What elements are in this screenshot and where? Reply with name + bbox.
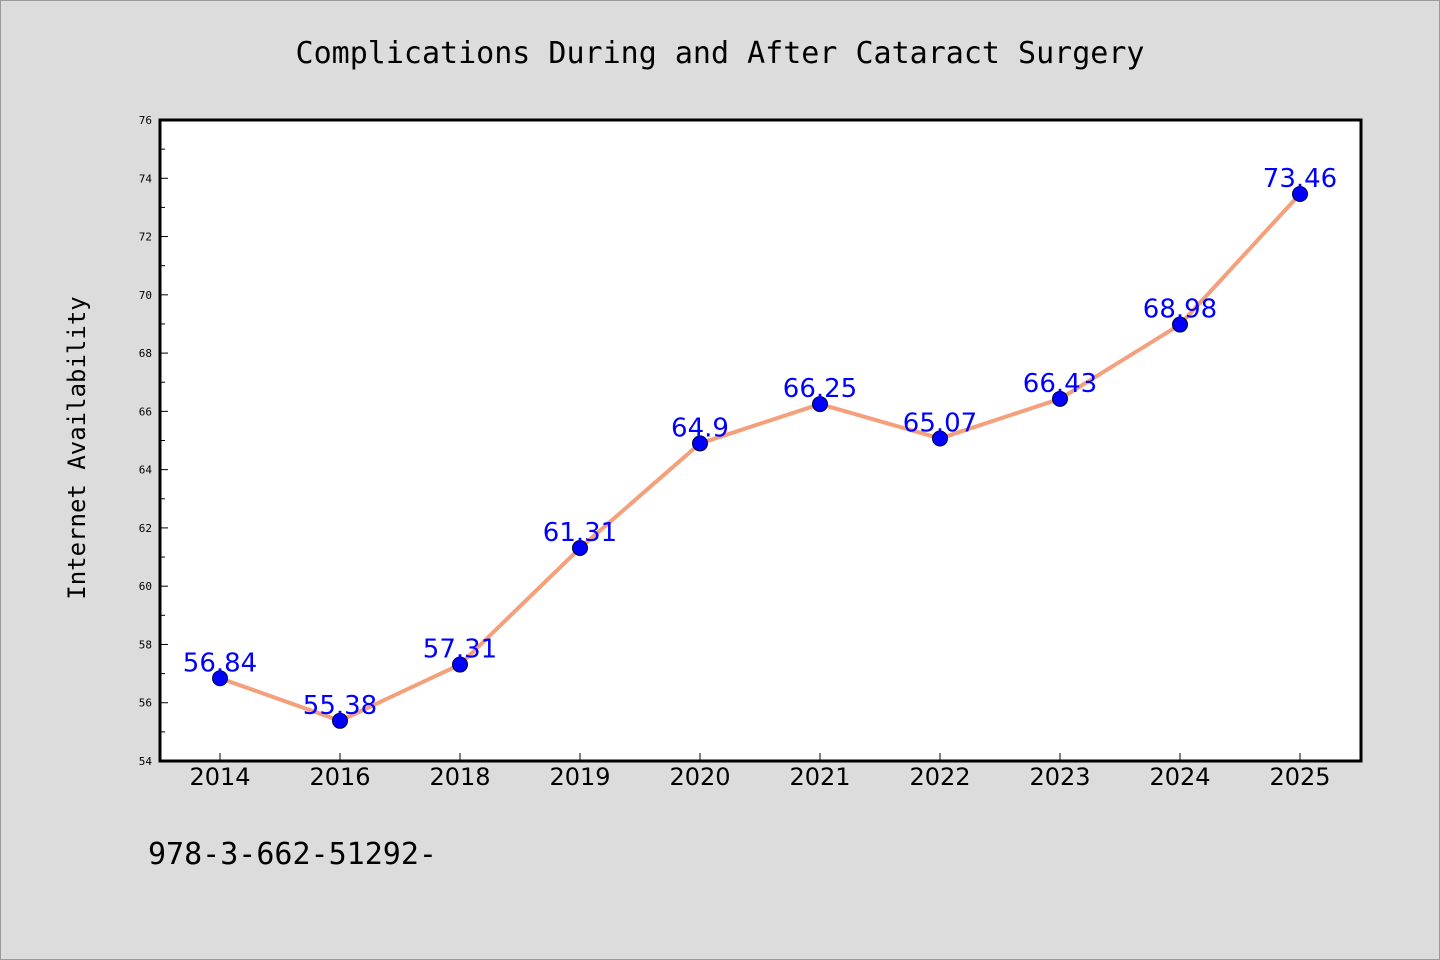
data-label: 55.38 [303,691,377,721]
chart-title: Complications During and After Cataract … [296,36,1145,71]
x-axis-ticks: 2014 2016 2018 2019 2020 2021 2022 2023 2024 2025 [189,753,1331,791]
data-point-marker [1292,186,1308,203]
y-tick-label: 64 [139,464,153,477]
y-axis-label: Internet Availability [63,296,91,599]
data-label: 57.31 [423,635,497,665]
y-tick-label: 62 [139,522,152,535]
x-tick-label: 2024 [1149,763,1210,791]
y-tick-label: 72 [139,231,152,244]
data-label: 56.84 [183,648,257,678]
data-label: 61.31 [543,518,617,548]
y-tick-label: 58 [139,638,152,651]
data-point-marker [452,656,468,673]
data-point-marker [572,540,588,557]
y-axis-ticks: 54 56 58 60 62 64 66 68 70 72 74 76 [139,114,168,768]
data-point-marker [212,670,228,687]
data-point-marker [932,430,948,447]
data-label: 66.43 [1023,369,1097,399]
y-tick-label: 60 [139,580,152,593]
y-tick-label: 68 [139,347,152,360]
data-point-marker [1052,390,1068,407]
y-tick-label: 70 [139,289,152,302]
x-tick-label: 2020 [669,763,730,791]
y-tick-label: 54 [139,755,153,768]
data-point-marker [1172,316,1188,333]
y-tick-label: 74 [139,172,153,185]
data-label: 68.98 [1143,295,1217,325]
x-tick-label: 2016 [309,763,370,791]
plot-area [158,118,1363,763]
data-label: 66.25 [783,374,857,404]
data-point-marker [812,396,828,413]
data-point-marker [332,712,348,729]
x-tick-label: 2023 [1029,763,1090,791]
x-tick-label: 2014 [189,763,250,791]
y-tick-label: 56 [139,697,152,710]
y-tick-label: 66 [139,405,152,418]
data-label: 64.9 [671,413,729,443]
footer-isbn: 978-3-662-51292- [148,837,437,872]
x-tick-label: 2021 [789,763,850,791]
data-label: 65.07 [903,408,977,438]
x-tick-label: 2025 [1269,763,1330,791]
data-point-marker [692,435,708,452]
y-tick-label: 76 [139,114,152,127]
series-line [218,192,1302,723]
x-tick-label: 2022 [909,763,970,791]
series-layer: 56.84 55.38 57.31 61.31 64.9 66.25 65.07 66.43 6… [183,164,1337,729]
data-label: 73.46 [1263,164,1337,194]
x-tick-label: 2019 [549,763,610,791]
x-tick-label: 2018 [429,763,490,791]
